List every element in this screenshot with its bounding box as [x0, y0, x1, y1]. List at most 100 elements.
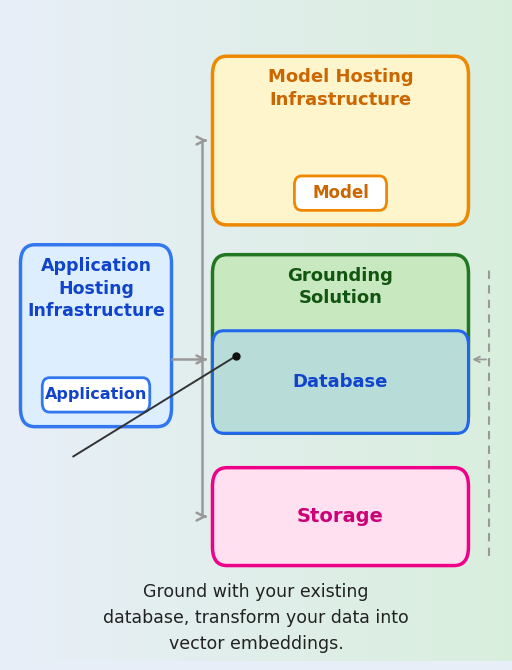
Bar: [293, 0, 295, 661]
Bar: [256, 0, 258, 661]
Bar: [473, 0, 475, 661]
Bar: [34, 0, 36, 661]
Bar: [270, 0, 271, 661]
Bar: [22, 0, 24, 661]
Bar: [229, 0, 230, 661]
Bar: [29, 0, 31, 661]
Bar: [336, 0, 338, 661]
Bar: [345, 0, 347, 661]
Bar: [101, 0, 102, 661]
Bar: [367, 0, 369, 661]
Bar: [36, 0, 37, 661]
Bar: [61, 0, 63, 661]
Bar: [118, 0, 119, 661]
Bar: [14, 0, 15, 661]
Bar: [174, 0, 176, 661]
Bar: [32, 0, 34, 661]
Bar: [12, 0, 14, 661]
Bar: [319, 0, 321, 661]
Bar: [309, 0, 311, 661]
Bar: [130, 0, 132, 661]
Bar: [497, 0, 498, 661]
Bar: [92, 0, 94, 661]
Bar: [86, 0, 87, 661]
Bar: [205, 0, 206, 661]
Bar: [292, 0, 293, 661]
Bar: [304, 0, 306, 661]
Bar: [447, 0, 449, 661]
Bar: [391, 0, 393, 661]
Bar: [247, 0, 249, 661]
Bar: [430, 0, 432, 661]
Bar: [380, 0, 382, 661]
Bar: [50, 0, 51, 661]
Bar: [261, 0, 263, 661]
Bar: [102, 0, 104, 661]
Bar: [232, 0, 234, 661]
Bar: [60, 0, 61, 661]
Bar: [219, 0, 220, 661]
Bar: [80, 0, 82, 661]
Bar: [241, 0, 242, 661]
Bar: [461, 0, 462, 661]
Bar: [265, 0, 266, 661]
Bar: [263, 0, 265, 661]
Bar: [195, 0, 196, 661]
Bar: [258, 0, 260, 661]
Bar: [244, 0, 246, 661]
Bar: [462, 0, 464, 661]
Bar: [147, 0, 148, 661]
Bar: [314, 0, 316, 661]
Bar: [280, 0, 282, 661]
Bar: [160, 0, 162, 661]
Bar: [200, 0, 201, 661]
Bar: [138, 0, 140, 661]
Bar: [242, 0, 244, 661]
Bar: [298, 0, 301, 661]
Bar: [437, 0, 439, 661]
Bar: [476, 0, 478, 661]
Bar: [0, 0, 2, 661]
Bar: [435, 0, 437, 661]
Bar: [188, 0, 189, 661]
Bar: [413, 0, 415, 661]
Bar: [198, 0, 200, 661]
Bar: [236, 0, 237, 661]
Bar: [508, 0, 510, 661]
FancyBboxPatch shape: [212, 56, 468, 225]
Bar: [297, 0, 298, 661]
Bar: [444, 0, 445, 661]
Bar: [287, 0, 288, 661]
Bar: [5, 0, 7, 661]
Bar: [362, 0, 364, 661]
Bar: [502, 0, 503, 661]
Bar: [183, 0, 184, 661]
Bar: [360, 0, 362, 661]
FancyBboxPatch shape: [42, 378, 150, 412]
Bar: [83, 0, 86, 661]
Bar: [266, 0, 268, 661]
Bar: [388, 0, 389, 661]
Bar: [165, 0, 167, 661]
Text: Application
Hosting
Infrastructure: Application Hosting Infrastructure: [27, 257, 165, 320]
Bar: [324, 0, 326, 661]
Bar: [377, 0, 379, 661]
Bar: [488, 0, 490, 661]
Bar: [181, 0, 183, 661]
Bar: [135, 0, 137, 661]
Bar: [285, 0, 287, 661]
Bar: [133, 0, 135, 661]
Bar: [379, 0, 380, 661]
Bar: [164, 0, 165, 661]
Bar: [116, 0, 118, 661]
Bar: [97, 0, 99, 661]
Bar: [179, 0, 181, 661]
Bar: [45, 0, 46, 661]
Bar: [429, 0, 430, 661]
Bar: [53, 0, 55, 661]
Bar: [196, 0, 198, 661]
Bar: [425, 0, 426, 661]
Bar: [26, 0, 27, 661]
Bar: [63, 0, 65, 661]
Bar: [178, 0, 179, 661]
